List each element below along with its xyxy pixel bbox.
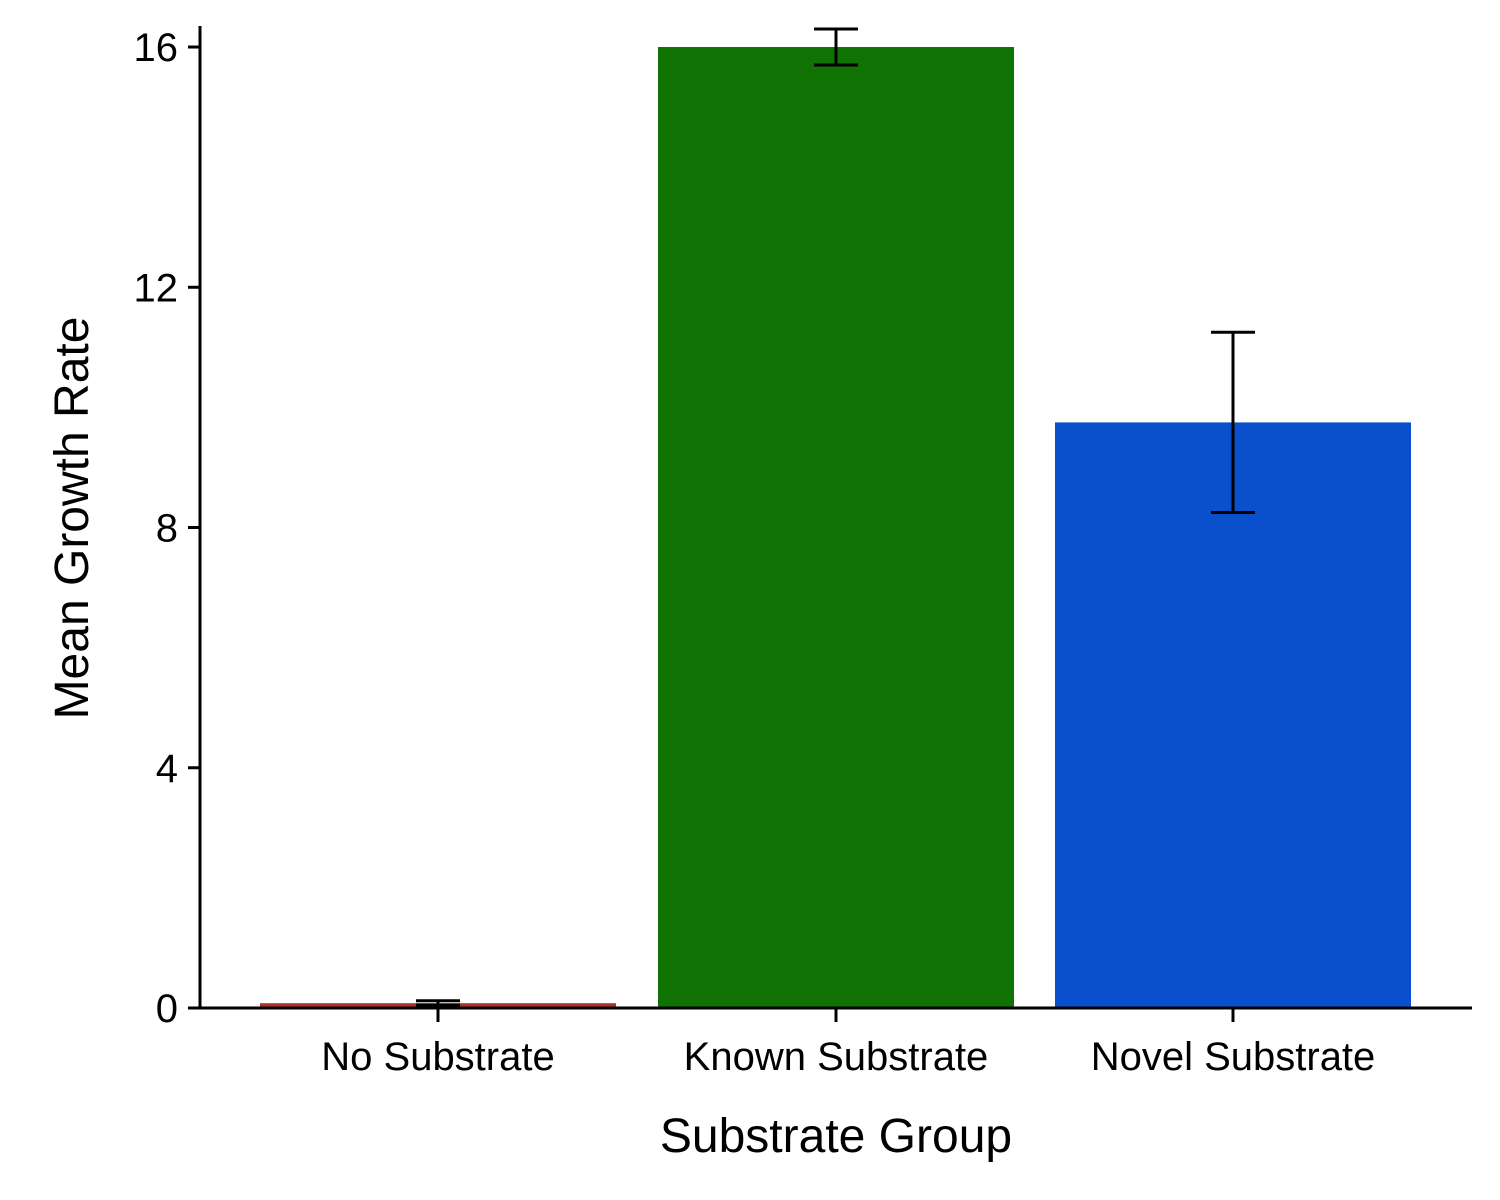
error-bar-0 (416, 999, 460, 1007)
y-axis-title: Mean Growth Rate (46, 317, 99, 720)
error-bar-1 (814, 27, 858, 67)
x-axis-ticks: No Substrate Known Substrate Novel Substra… (321, 1008, 1375, 1079)
y-tick-label: 16 (134, 26, 179, 70)
bar-2 (1055, 422, 1411, 1008)
x-axis-title: Substrate Group (660, 1110, 1012, 1163)
y-tick-label: 12 (134, 266, 179, 310)
x-tick-label: Novel Substrate (1091, 1035, 1376, 1079)
bar-1 (658, 47, 1014, 1008)
x-tick-label: No Substrate (321, 1035, 554, 1079)
y-axis-ticks: 0 4 8 12 16 (134, 26, 200, 1031)
error-bar-2 (1211, 330, 1255, 514)
y-tick-label: 8 (156, 507, 178, 551)
x-tick-label: Known Substrate (684, 1035, 989, 1079)
error-bars-group (416, 27, 1255, 1007)
y-tick-label: 0 (156, 987, 178, 1031)
bars-group (260, 47, 1411, 1008)
y-tick-label: 4 (156, 747, 178, 791)
